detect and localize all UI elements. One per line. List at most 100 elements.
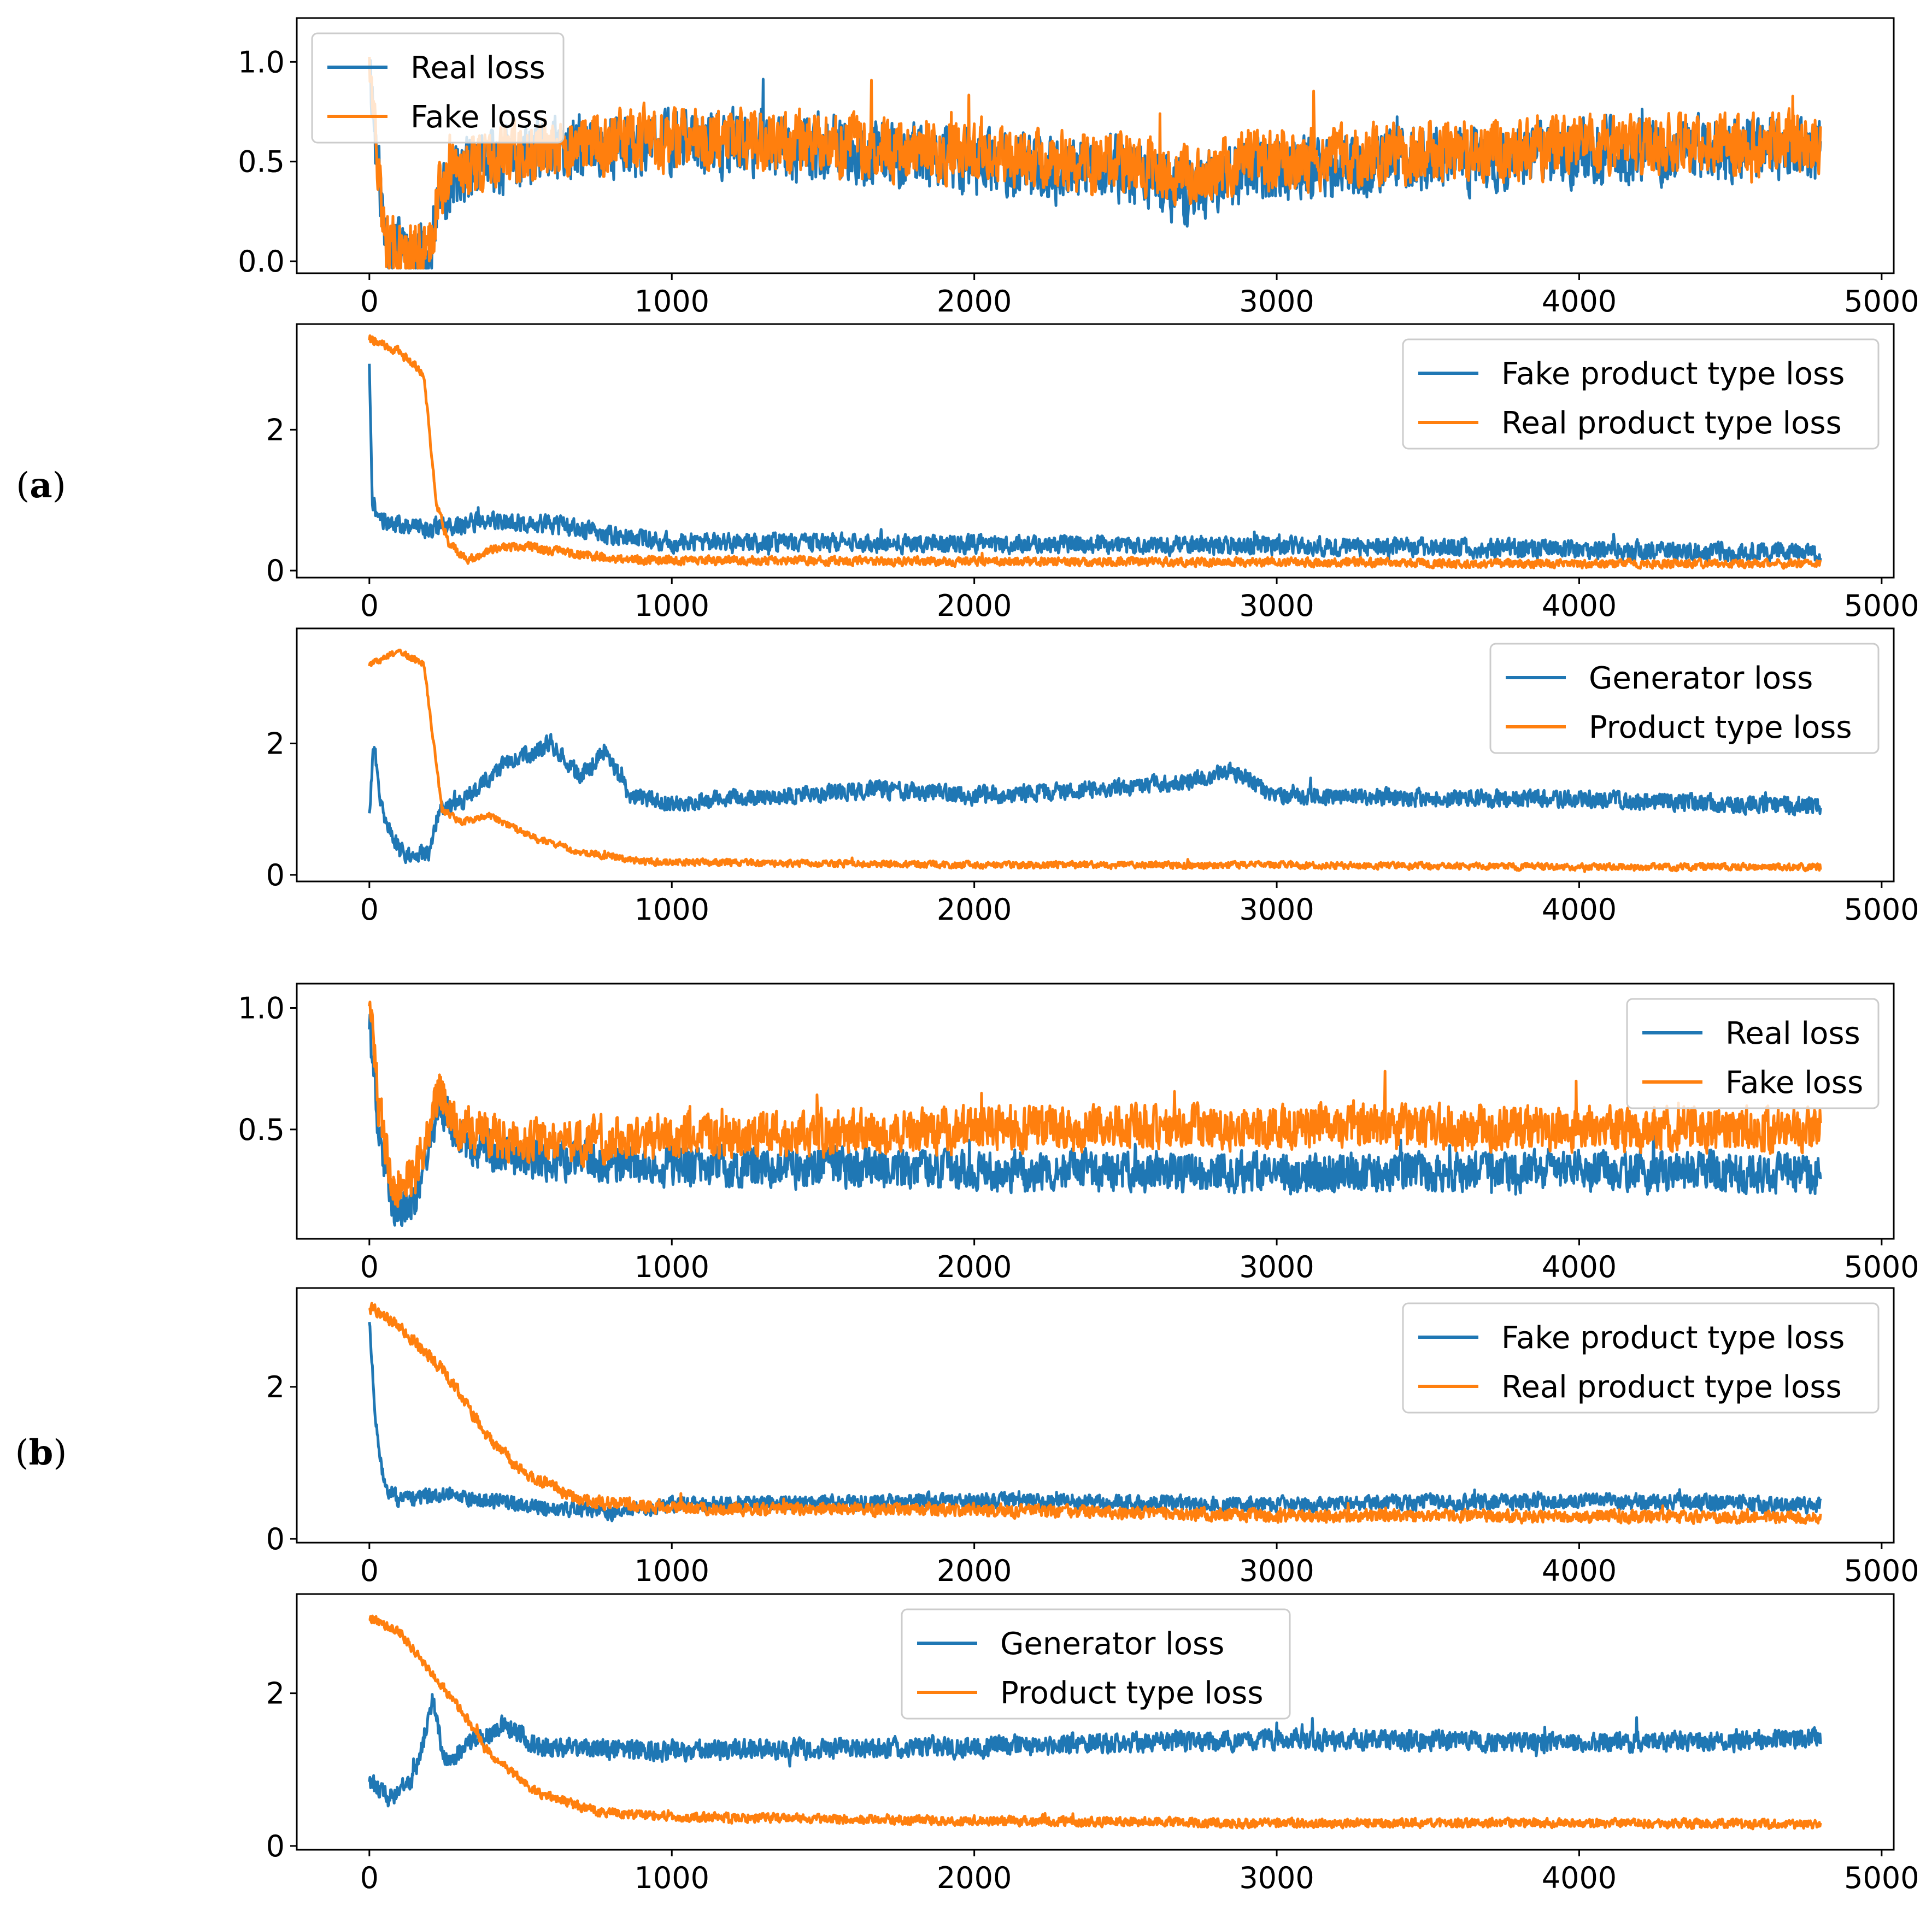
legend-label: Real loss bbox=[410, 50, 545, 86]
legend-label: Fake loss bbox=[410, 99, 548, 135]
legend-label: Real loss bbox=[1725, 1016, 1860, 1051]
y-tick-label: 0 bbox=[266, 858, 285, 892]
x-tick-label: 0 bbox=[360, 892, 379, 927]
series-line-real-product-type-loss bbox=[368, 334, 1822, 570]
x-tick-label: 1000 bbox=[635, 589, 709, 623]
y-tick-label: 1.0 bbox=[238, 991, 285, 1025]
y-tick-label: 0 bbox=[266, 1829, 285, 1863]
x-tick-label: 5000 bbox=[1844, 892, 1919, 927]
series-group bbox=[368, 334, 1822, 570]
legend: Fake product type loss Real product type … bbox=[1402, 1302, 1880, 1414]
series-line-generator-loss bbox=[368, 733, 1822, 865]
x-tick-label: 0 bbox=[360, 284, 379, 319]
x-tick-label: 1000 bbox=[635, 892, 709, 927]
x-tick-label: 3000 bbox=[1239, 1861, 1314, 1895]
series-line-product-type-loss bbox=[368, 1614, 1822, 1831]
x-tick-label: 1000 bbox=[635, 1861, 709, 1895]
legend-label: Product type loss bbox=[1589, 710, 1852, 745]
legend: Real loss Fake loss bbox=[311, 32, 565, 144]
x-tick-label: 2000 bbox=[937, 589, 1012, 623]
legend-box bbox=[1489, 643, 1880, 754]
x-tick-label: 5000 bbox=[1844, 1861, 1919, 1895]
x-tick-label: 4000 bbox=[1542, 1861, 1617, 1895]
y-tick-label: 0 bbox=[266, 554, 285, 588]
plot-a2-product-type-loss: 0 1000 2000 3000 4000 5000 0 2 Fake product type… bbox=[266, 323, 1919, 623]
y-tick-label: 1.0 bbox=[238, 45, 285, 79]
x-tick-label: 2000 bbox=[937, 284, 1012, 319]
legend-box bbox=[1402, 1302, 1880, 1414]
x-tick-label: 3000 bbox=[1239, 892, 1314, 927]
axes-frame bbox=[296, 323, 1895, 579]
axes-frame bbox=[296, 17, 1895, 274]
legend-label: Generator loss bbox=[1000, 1626, 1224, 1662]
x-tick-label: 3000 bbox=[1239, 1554, 1314, 1588]
legend: Generator loss Product type loss bbox=[1489, 643, 1880, 754]
series-group bbox=[368, 56, 1822, 270]
x-tick-label: 0 bbox=[360, 1250, 379, 1284]
x-tick-label: 2000 bbox=[937, 1250, 1012, 1284]
x-tick-label: 5000 bbox=[1844, 284, 1919, 319]
x-tick-label: 0 bbox=[360, 1861, 379, 1895]
x-tick-label: 1000 bbox=[635, 1554, 709, 1588]
axes-frame bbox=[296, 1287, 1895, 1544]
legend: Real loss Fake loss bbox=[1626, 998, 1880, 1109]
y-tick-label: 2 bbox=[266, 1370, 285, 1404]
x-tick-label: 1000 bbox=[635, 1250, 709, 1284]
legend-label: Product type loss bbox=[1000, 1675, 1264, 1711]
x-tick-label: 4000 bbox=[1542, 892, 1617, 927]
x-tick-label: 0 bbox=[360, 1554, 379, 1588]
panel-label-a: (a) bbox=[16, 465, 66, 506]
y-tick-label: 0.5 bbox=[238, 145, 285, 179]
legend-label: Real product type loss bbox=[1501, 405, 1842, 441]
axes-frame bbox=[296, 627, 1895, 883]
x-tick-label: 4000 bbox=[1542, 1554, 1617, 1588]
x-tick-label: 5000 bbox=[1844, 589, 1919, 623]
plot-a1-real-fake-loss: 0 1000 2000 3000 4000 5000 0.0 0.5 1.0 Real loss F… bbox=[238, 17, 1919, 319]
x-tick-label: 4000 bbox=[1542, 1250, 1617, 1284]
series-line-fake-product-type-loss bbox=[368, 363, 1822, 564]
series-line-generator-loss bbox=[368, 1693, 1822, 1808]
series-group bbox=[368, 1614, 1822, 1831]
panel-label-b: (b) bbox=[15, 1432, 67, 1473]
axes-frame bbox=[296, 983, 1895, 1240]
y-tick-label: 2 bbox=[266, 1677, 285, 1711]
y-tick-label: 0 bbox=[266, 1522, 285, 1556]
legend-label: Fake loss bbox=[1725, 1065, 1863, 1101]
legend-label: Real product type loss bbox=[1501, 1369, 1842, 1405]
plot-b3-generator-loss: 0 1000 2000 3000 4000 5000 0 2 Generator loss Pro… bbox=[266, 1593, 1919, 1895]
axes-frame bbox=[296, 1593, 1895, 1851]
legend-label: Fake product type loss bbox=[1501, 356, 1845, 392]
series-line-real-loss bbox=[368, 1013, 1822, 1227]
x-tick-label: 2000 bbox=[937, 1861, 1012, 1895]
x-tick-label: 4000 bbox=[1542, 589, 1617, 623]
x-tick-label: 5000 bbox=[1844, 1250, 1919, 1284]
plot-a3-generator-loss: 0 1000 2000 3000 4000 5000 0 2 Generator loss Pro… bbox=[266, 627, 1919, 927]
y-tick-label: 0.5 bbox=[238, 1113, 285, 1147]
series-group bbox=[368, 1302, 1822, 1525]
series-line-fake-loss bbox=[368, 56, 1822, 270]
series-line-fake-loss bbox=[368, 1001, 1822, 1208]
x-tick-label: 0 bbox=[360, 589, 379, 623]
x-tick-label: 3000 bbox=[1239, 284, 1314, 319]
x-tick-label: 2000 bbox=[937, 892, 1012, 927]
x-tick-label: 4000 bbox=[1542, 284, 1617, 319]
series-group bbox=[368, 649, 1822, 873]
x-tick-label: 1000 bbox=[635, 284, 709, 319]
series-line-real-product-type-loss bbox=[368, 1302, 1822, 1525]
plot-b1-real-fake-loss: 0 1000 2000 3000 4000 5000 0.5 1.0 Real loss Fake… bbox=[238, 983, 1919, 1284]
plot-b2-product-type-loss: 0 1000 2000 3000 4000 5000 0 2 Fake product type… bbox=[266, 1287, 1919, 1588]
x-tick-label: 3000 bbox=[1239, 1250, 1314, 1284]
series-line-product-type-loss bbox=[368, 649, 1822, 873]
y-tick-label: 0.0 bbox=[238, 244, 285, 279]
legend-label: Fake product type loss bbox=[1501, 1320, 1845, 1356]
legend-box bbox=[901, 1608, 1291, 1720]
x-tick-label: 2000 bbox=[937, 1554, 1012, 1588]
legend: Fake product type loss Real product type … bbox=[1402, 338, 1880, 450]
legend-label: Generator loss bbox=[1589, 661, 1813, 696]
legend: Generator loss Product type loss bbox=[901, 1608, 1291, 1720]
x-tick-label: 3000 bbox=[1239, 589, 1314, 623]
series-group bbox=[368, 1001, 1822, 1227]
series-line-fake-product-type-loss bbox=[368, 1321, 1822, 1522]
legend-box bbox=[1402, 338, 1880, 450]
